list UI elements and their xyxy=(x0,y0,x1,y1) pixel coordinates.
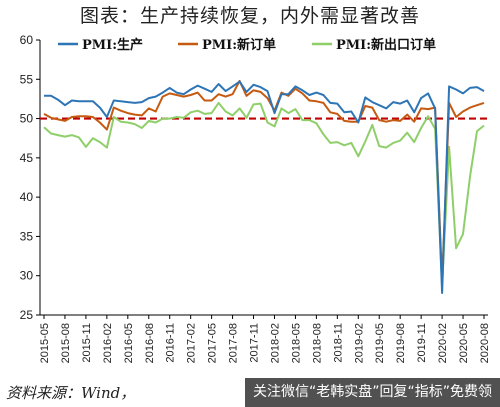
x-tick-label: 2015-11 xyxy=(81,323,93,363)
series-line-new-export-orders xyxy=(43,101,485,287)
series-line-production xyxy=(44,80,485,294)
chart-title: 图表：生产持续恢复，内外需显著改善 xyxy=(79,5,420,27)
y-tick-label: 25 xyxy=(20,308,34,322)
x-tick-label: 2016-11 xyxy=(165,323,177,363)
legend-label-new-orders: PMI:新订单 xyxy=(202,37,276,53)
chart-axes: 25 30 35 40 45 50 55 60 2015-05 2015-08 2015-11 201… xyxy=(20,33,491,363)
y-tick-label: 35 xyxy=(20,229,34,243)
y-tick-label: 30 xyxy=(20,269,34,283)
source-note: 资料来源：Wind， xyxy=(6,384,136,402)
line-chart: 25 30 35 40 45 50 55 60 2015-05 2015-08 2015-11 201… xyxy=(20,33,491,363)
footer: 资料来源：Wind， 关注微信“老韩实盘”回复“指标”免费领 xyxy=(0,378,500,407)
series-lines xyxy=(43,79,485,294)
x-tick-label: 2016-02 xyxy=(102,323,114,363)
x-tick-label: 2019-08 xyxy=(395,323,407,363)
legend-label-new-export-orders: PMI:新出口订单 xyxy=(336,37,436,53)
y-tick-label: 40 xyxy=(20,190,34,204)
x-tick-label: 2017-11 xyxy=(249,323,261,363)
x-tick-label: 2019-05 xyxy=(374,323,386,363)
series-line-new-orders xyxy=(43,79,485,283)
y-tick-label: 45 xyxy=(20,151,34,165)
x-tick-label: 2019-11 xyxy=(416,323,428,363)
x-tick-label: 2016-08 xyxy=(144,323,156,363)
x-tick-label: 2015-08 xyxy=(60,323,72,363)
x-tick-label: 2018-02 xyxy=(269,323,281,363)
x-tick-label: 2017-02 xyxy=(186,323,198,363)
x-tick-label: 2018-08 xyxy=(311,323,323,363)
x-tick-label: 2018-11 xyxy=(332,323,344,363)
watermark-banner: 关注微信“老韩实盘”回复“指标”免费领 xyxy=(244,378,500,407)
y-tick-label: 55 xyxy=(20,72,34,86)
x-tick-label: 2020-02 xyxy=(437,323,449,363)
y-tick-label: 50 xyxy=(20,112,34,126)
x-tick-label: 2018-05 xyxy=(290,323,302,363)
x-tick-label: 2016-05 xyxy=(123,323,135,363)
x-tick-label: 2017-05 xyxy=(207,323,219,363)
x-tick-label: 2020-08 xyxy=(479,323,491,363)
legend-label-production: PMI:生产 xyxy=(82,37,143,53)
x-tick-label: 2019-02 xyxy=(353,323,365,363)
x-tick-label: 2020-05 xyxy=(458,323,470,363)
y-tick-label: 60 xyxy=(20,33,34,47)
x-tick-label: 2017-08 xyxy=(228,323,240,363)
legend: PMI:生产 PMI:新订单 PMI:新出口订单 xyxy=(58,37,436,53)
x-tick-label: 2015-05 xyxy=(39,323,51,363)
